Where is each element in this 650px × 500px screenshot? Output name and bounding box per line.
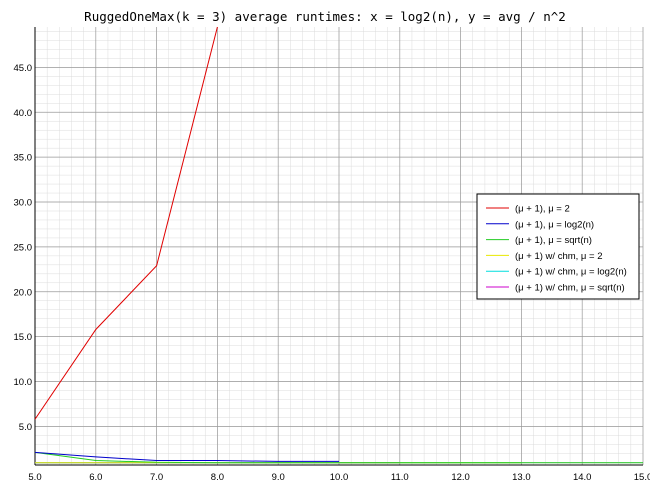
- x-tick-label: 15.0: [634, 472, 650, 483]
- series-line: [34, 451, 643, 464]
- legend-label: (μ + 1) w/ chm, μ = 2: [515, 251, 603, 262]
- y-tick-label: 45.0: [14, 63, 33, 74]
- y-tick-label: 5.0: [19, 422, 32, 433]
- x-tick-label: 8.0: [211, 472, 224, 483]
- x-tick-label: 13.0: [512, 472, 531, 483]
- y-tick-label: 30.0: [14, 198, 33, 209]
- y-tick-label: 25.0: [14, 242, 33, 253]
- series-line: [34, 26, 218, 420]
- x-tick-label: 11.0: [391, 472, 409, 483]
- y-tick-label: 35.0: [14, 153, 33, 164]
- x-tick-label: 9.0: [272, 472, 285, 483]
- legend-label: (μ + 1) w/ chm, μ = sqrt(n): [515, 283, 625, 294]
- x-tick-label: 14.0: [573, 472, 592, 483]
- x-tick-label: 7.0: [150, 472, 163, 483]
- legend-label: (μ + 1), μ = 2: [515, 204, 570, 215]
- x-tick-label: 10.0: [330, 472, 349, 483]
- legend-label: (μ + 1), μ = sqrt(n): [515, 235, 592, 246]
- y-tick-label: 40.0: [14, 108, 33, 119]
- x-tick-label: 5.0: [28, 472, 41, 483]
- series-line: [34, 451, 339, 462]
- y-tick-label: 20.0: [14, 287, 33, 298]
- y-tick-label: 15.0: [14, 332, 33, 343]
- legend-label: (μ + 1) w/ chm, μ = log2(n): [515, 267, 627, 278]
- legend-label: (μ + 1), μ = log2(n): [515, 219, 594, 230]
- chart-title: RuggedOneMax(k = 3) average runtimes: x …: [84, 9, 566, 24]
- x-tick-label: 12.0: [451, 472, 470, 483]
- legend-box: [476, 193, 640, 300]
- x-tick-label: 6.0: [89, 472, 102, 483]
- y-tick-label: 10.0: [14, 377, 33, 388]
